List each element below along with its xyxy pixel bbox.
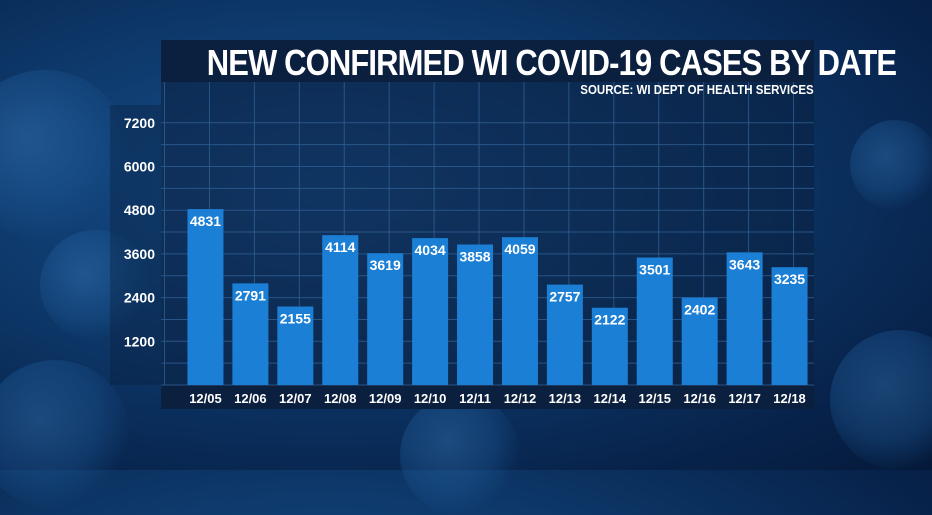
y-tick-label: 4800 — [124, 202, 155, 218]
bar — [187, 209, 224, 385]
data-label: 2122 — [594, 312, 625, 328]
x-tick-label: 12/07 — [279, 391, 312, 406]
data-label: 3643 — [729, 256, 760, 272]
x-tick-label: 12/12 — [504, 391, 537, 406]
y-tick-label: 7200 — [124, 115, 155, 131]
data-label: 2757 — [549, 289, 580, 305]
x-tick-label: 12/16 — [683, 391, 716, 406]
bars: 4831 2791 2155 4114 3619 4034 3858 4059 2757 2122… — [187, 209, 808, 385]
data-label: 4114 — [325, 239, 356, 255]
x-tick-label: 12/18 — [773, 391, 806, 406]
x-tick-label: 12/10 — [414, 391, 447, 406]
data-label: 3619 — [370, 257, 401, 273]
x-tick-label: 12/17 — [728, 391, 761, 406]
x-axis: 12/05 12/06 12/07 12/08 12/09 12/10 12/11 12/12… — [189, 391, 806, 406]
data-label: 3501 — [639, 262, 670, 278]
virus-particle-bg — [850, 120, 932, 210]
bar — [636, 257, 673, 385]
bar — [501, 237, 538, 385]
data-label: 2155 — [280, 311, 311, 327]
bar — [591, 307, 628, 385]
x-axis-band — [161, 385, 814, 409]
y-tick-label: 2400 — [124, 290, 155, 306]
y-tick-label: 1200 — [124, 333, 155, 349]
chart-title: NEW CONFIRMED WI COVID-19 CASES BY DATE — [206, 42, 897, 83]
data-label: 4831 — [190, 213, 221, 229]
x-tick-label: 12/14 — [594, 391, 627, 406]
bar — [457, 244, 494, 385]
data-label: 2402 — [684, 302, 715, 318]
bar — [277, 306, 314, 385]
bar — [681, 297, 718, 385]
x-tick-label: 12/15 — [638, 391, 671, 406]
x-tick-label: 12/11 — [459, 391, 491, 406]
bar — [771, 267, 808, 385]
y-axis: 1200 2400 3600 4800 6000 7200 — [124, 115, 155, 349]
bar — [412, 238, 449, 385]
x-tick-label: 12/09 — [369, 391, 402, 406]
data-label: 2791 — [235, 287, 266, 303]
title-bar: NEW CONFIRMED WI COVID-19 CASES BY DATE — [161, 40, 897, 83]
x-tick-label: 12/13 — [549, 391, 582, 406]
virus-particle-bg — [0, 70, 130, 240]
bar — [322, 235, 359, 385]
x-tick-label: 12/06 — [234, 391, 267, 406]
bar-chart: 4831 2791 2155 4114 3619 4034 3858 4059 2757 2122… — [110, 82, 814, 409]
virus-particle-bg — [40, 230, 150, 340]
bar — [546, 284, 583, 385]
bar — [367, 253, 404, 385]
bar — [726, 252, 763, 385]
x-tick-label: 12/05 — [189, 391, 222, 406]
virus-particle-bg — [830, 330, 932, 470]
y-tick-label: 3600 — [124, 246, 155, 262]
data-label: 3858 — [459, 249, 490, 265]
y-tick-label: 6000 — [124, 159, 155, 175]
data-label: 4059 — [504, 241, 535, 257]
bar — [232, 283, 269, 385]
source-note: SOURCE: WI DEPT OF HEALTH SERVICES — [580, 83, 814, 97]
data-label: 3235 — [774, 271, 805, 287]
plot-area — [110, 82, 814, 409]
x-tick-label: 12/08 — [324, 391, 357, 406]
y-axis-band — [110, 105, 161, 385]
data-label: 4034 — [415, 242, 446, 258]
